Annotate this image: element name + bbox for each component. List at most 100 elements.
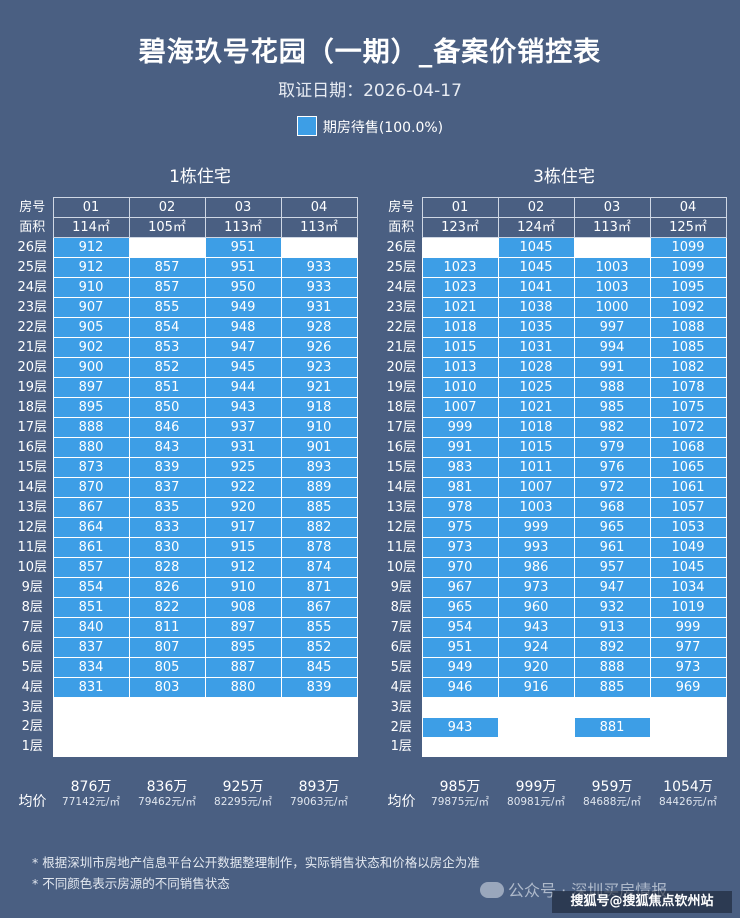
price-cell: 954: [421, 617, 499, 638]
floor-label: 8层: [21, 600, 43, 615]
price-cell: 861: [52, 537, 130, 558]
floor-label: 11层: [17, 540, 48, 555]
price-cell: 916: [497, 677, 575, 698]
floor-label: 7层: [21, 620, 43, 635]
floor-row: 7层 954 943 913 999: [381, 617, 727, 638]
unit-price: 77142元/㎡: [62, 796, 120, 808]
row-label: 均价: [387, 794, 416, 810]
price-cell: 937: [204, 417, 282, 438]
total-price: 925万: [222, 779, 264, 795]
price-cell: 925: [204, 457, 282, 478]
floor-row: 20层 900 852 945 923: [12, 357, 358, 378]
price-cell: 1003: [573, 257, 651, 278]
price-cell: 948: [204, 317, 282, 338]
floor-label: 20层: [17, 360, 48, 375]
price-cell: 854: [52, 577, 130, 598]
price-cell: 910: [280, 417, 358, 438]
price-cell: 1061: [649, 477, 727, 498]
price-cell: 852: [128, 357, 206, 378]
price-cell: [280, 736, 358, 757]
building-name-3: 3栋住宅: [533, 167, 595, 187]
price-cell: [128, 716, 206, 737]
unit-price: 84426元/㎡: [659, 796, 717, 808]
row-label: 房号: [388, 200, 415, 215]
unit-number: 04: [649, 197, 727, 218]
price-cell: 1065: [649, 457, 727, 478]
price-cell: 857: [128, 277, 206, 298]
building-1-average-row: 均价 876万 77142元/㎡ 836万 79462元/㎡ 925万 82295元/㎡ 89…: [12, 779, 357, 811]
price-cell: 826: [128, 577, 206, 598]
unit-area: 124㎡: [497, 217, 575, 238]
price-cell: 897: [52, 377, 130, 398]
total-price: 1054万: [663, 779, 713, 795]
floor-row: 23层 1021 1038 1000 1092: [381, 297, 727, 318]
price-cell: 851: [128, 377, 206, 398]
average-cell: 1054万 84426元/㎡: [650, 779, 726, 811]
price-cell: 993: [497, 537, 575, 558]
total-price: 959万: [591, 779, 633, 795]
price-cell: 951: [204, 257, 282, 278]
price-cell: 922: [204, 477, 282, 498]
price-cell: 910: [52, 277, 130, 298]
floor-label: 19层: [17, 380, 48, 395]
price-cell: 1028: [497, 357, 575, 378]
floor-label: 21层: [17, 340, 48, 355]
price-cell: [52, 697, 130, 718]
price-cell: 947: [573, 577, 651, 598]
floor-label: 9层: [390, 580, 412, 595]
header-row-room: 房号 01 02 03 04: [12, 197, 358, 218]
price-cell: [497, 736, 575, 757]
price-cell: 1018: [497, 417, 575, 438]
price-cell: [421, 697, 499, 718]
floor-label: 14层: [17, 480, 48, 495]
price-cell: [204, 716, 282, 737]
floor-row: 16层 880 843 931 901: [12, 437, 358, 458]
unit-price: 79063元/㎡: [290, 796, 348, 808]
floor-row: 13层 867 835 920 885: [12, 497, 358, 518]
price-cell: 912: [52, 257, 130, 278]
price-cell: 1088: [649, 317, 727, 338]
price-cell: 1007: [421, 397, 499, 418]
floor-row: 10层 970 986 957 1045: [381, 557, 727, 578]
price-cell: 803: [128, 677, 206, 698]
footnote: * 根据深圳市房地产信息平台公开数据整理制作，实际销售状态和价格以房企为准: [32, 855, 480, 870]
floor-label: 9层: [21, 580, 43, 595]
price-cell: 1038: [497, 297, 575, 318]
price-cell: [128, 697, 206, 718]
unit-area: 125㎡: [649, 217, 727, 238]
price-cell: 973: [649, 657, 727, 678]
price-cell: [52, 736, 130, 757]
floor-row: 17层 999 1018 982 1072: [381, 417, 727, 438]
price-cell: 1075: [649, 397, 727, 418]
price-cell: [649, 716, 727, 738]
price-cell: 926: [280, 337, 358, 358]
unit-area: 113㎡: [280, 217, 358, 238]
price-cell: 999: [649, 617, 727, 638]
price-cell: 912: [204, 557, 282, 578]
price-cell: 960: [497, 597, 575, 618]
price-cell: 822: [128, 597, 206, 618]
floor-label: 2层: [21, 719, 43, 735]
price-cell: 892: [573, 637, 651, 658]
price-cell: 957: [573, 557, 651, 578]
price-cell: 1023: [421, 257, 499, 278]
legend-label: 期房待售(100.0%): [322, 120, 444, 136]
building-1-table: 房号 01 02 03 04 面积 114㎡ 105㎡ 113㎡ 113㎡ 26层 912 951 25层…: [12, 197, 358, 757]
floor-label: 10层: [386, 560, 417, 575]
floor-label: 21层: [386, 340, 417, 355]
unit-area: 114㎡: [52, 217, 130, 238]
price-cell: 972: [573, 477, 651, 498]
floor-row: 14层 981 1007 972 1061: [381, 477, 727, 498]
price-cell: 944: [204, 377, 282, 398]
floor-row: 22层 1018 1035 997 1088: [381, 317, 727, 338]
floor-row: 18层 1007 1021 985 1075: [381, 397, 727, 418]
price-cell: 945: [204, 357, 282, 378]
price-cell: 843: [128, 437, 206, 458]
floor-row: 24层 1023 1041 1003 1095: [381, 277, 727, 298]
price-cell: [421, 736, 499, 757]
legend-swatch: [296, 116, 317, 136]
price-cell: 853: [128, 337, 206, 358]
price-cell: 983: [421, 457, 499, 478]
price-cell: 931: [204, 437, 282, 458]
floor-row: 25层 1023 1045 1003 1099: [381, 257, 727, 278]
